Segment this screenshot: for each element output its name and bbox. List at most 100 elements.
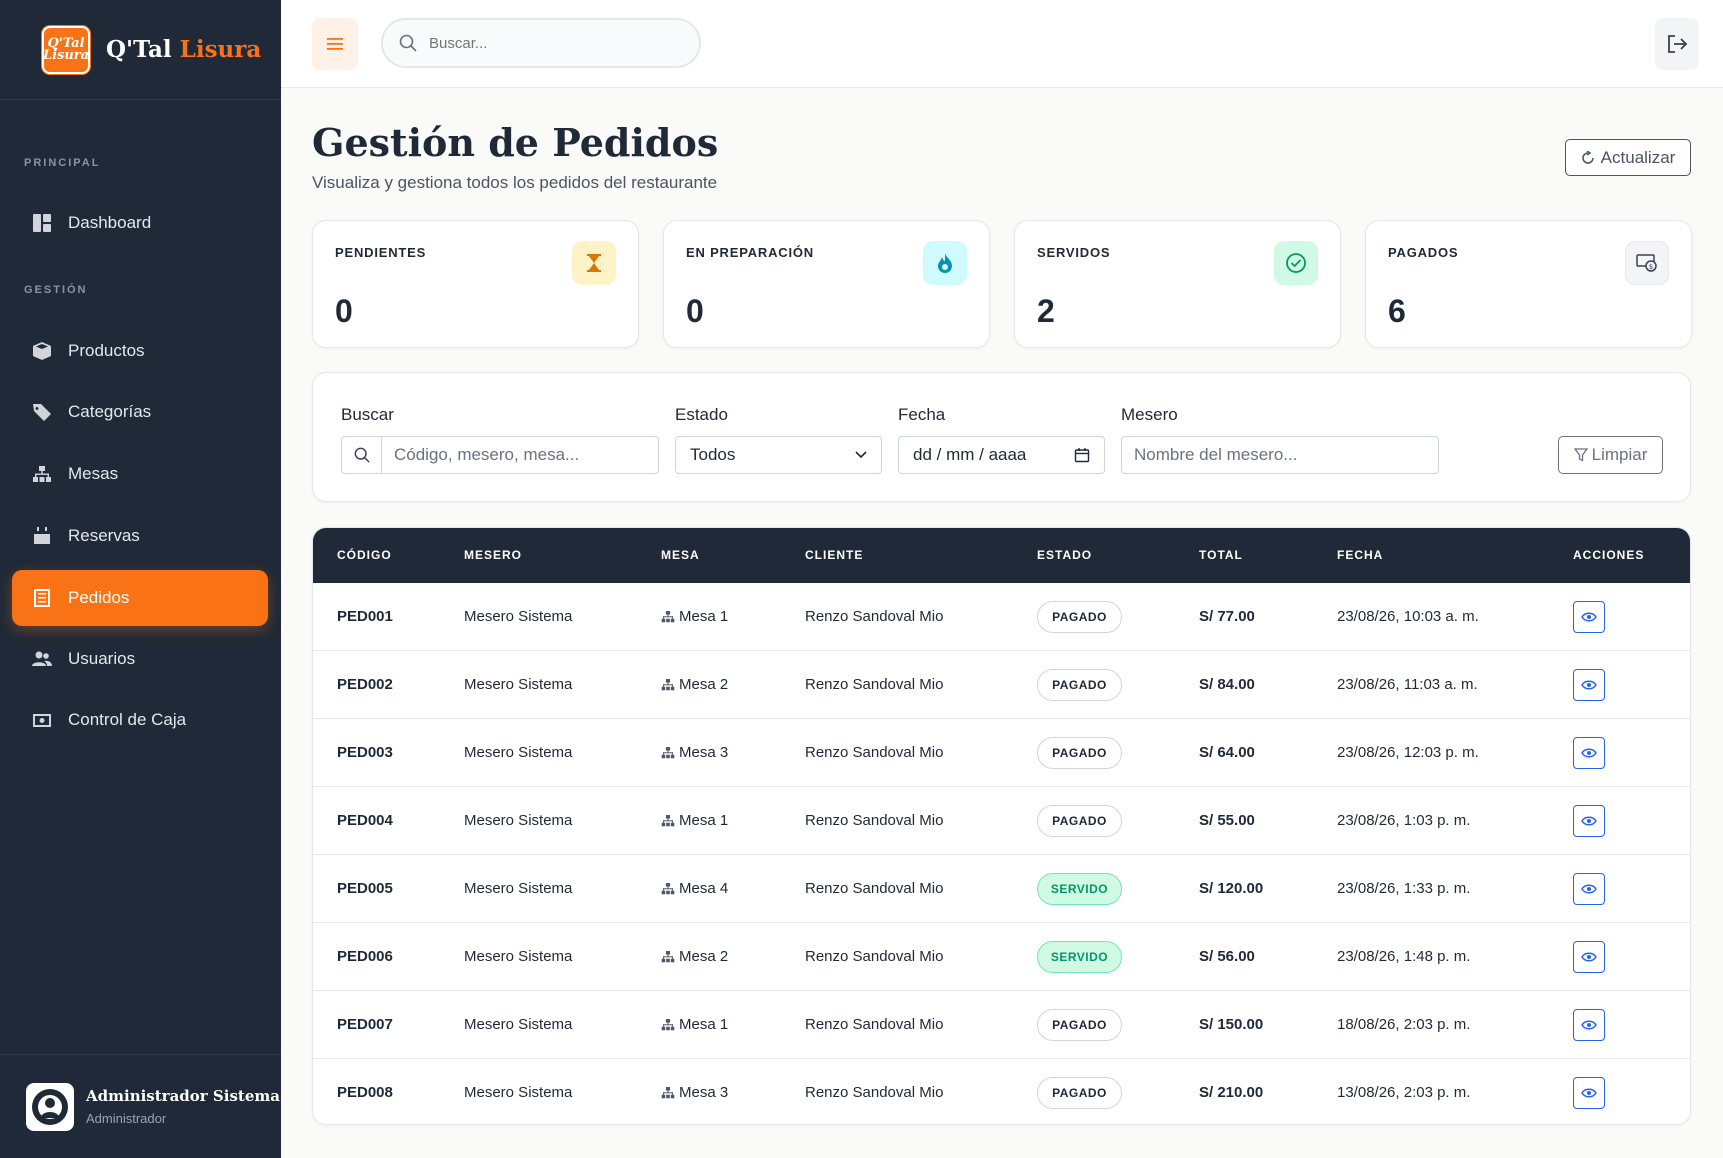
brand-name: Q'Tal Lisura	[106, 36, 261, 63]
cell-total: S/ 56.00	[1199, 948, 1255, 965]
filter-search-label: Buscar	[341, 405, 394, 424]
global-search-input[interactable]	[429, 34, 669, 52]
view-order-button[interactable]	[1573, 1077, 1605, 1109]
sitemap-icon	[661, 951, 675, 963]
cell-mesa-label: Mesa 3	[679, 744, 729, 761]
cell-mesero: Mesero Sistema	[464, 1084, 573, 1101]
filter-search-field[interactable]: Código, mesero, mesa...	[341, 436, 659, 474]
cell-mesero: Mesero Sistema	[464, 948, 573, 965]
eye-icon	[1581, 1088, 1597, 1098]
status-badge: PAGADO	[1037, 669, 1122, 701]
cell-total: S/ 120.00	[1199, 880, 1264, 897]
status-badge: PAGADO	[1037, 601, 1122, 633]
section-label-principal: PRINCIPAL	[24, 157, 101, 169]
status-badge: PAGADO	[1037, 1077, 1122, 1109]
filter-fecha-input[interactable]: dd / mm / aaaa	[898, 436, 1105, 474]
cell-mesa-label: Mesa 3	[679, 1084, 729, 1101]
sidebar-item-categorias[interactable]: Categorías	[12, 384, 268, 440]
sidebar-item-reservas[interactable]: Reservas	[12, 508, 268, 564]
stat-card-pendientes: PENDIENTES 0	[312, 220, 639, 348]
eye-icon	[1581, 748, 1597, 758]
table-row[interactable]: PED007 Mesero Sistema Mesa 1 Renzo Sando…	[313, 991, 1690, 1059]
table-row[interactable]: PED004 Mesero Sistema Mesa 1 Renzo Sando…	[313, 787, 1690, 855]
cell-total: S/ 77.00	[1199, 608, 1255, 625]
cell-mesero: Mesero Sistema	[464, 812, 573, 829]
page-subtitle: Visualiza y gestiona todos los pedidos d…	[312, 173, 718, 192]
eye-icon	[1581, 884, 1597, 894]
cell-cliente: Renzo Sandoval Mio	[805, 676, 944, 693]
sidebar-item-label: Usuarios	[68, 649, 136, 668]
cell-cliente: Renzo Sandoval Mio	[805, 1084, 944, 1101]
sidebar-item-label: Control de Caja	[68, 710, 187, 729]
view-order-button[interactable]	[1573, 805, 1605, 837]
section-label-gestion: GESTIÓN	[24, 284, 88, 296]
th-fecha: FECHA	[1337, 548, 1384, 562]
cell-mesa-label: Mesa 1	[679, 1016, 729, 1033]
logout-button[interactable]	[1655, 18, 1699, 70]
brand[interactable]: Q'Tal Lisura Q'Tal Lisura	[0, 0, 281, 100]
clear-filters-button[interactable]: Limpiar	[1558, 436, 1663, 474]
status-badge: SERVIDO	[1037, 941, 1122, 973]
refresh-button[interactable]: Actualizar	[1565, 139, 1691, 176]
view-order-button[interactable]	[1573, 601, 1605, 633]
box-icon	[32, 341, 52, 361]
sidebar-item-mesas[interactable]: Mesas	[12, 446, 268, 502]
check-circle-icon	[1274, 241, 1318, 285]
sidebar-item-control-de-caja[interactable]: Control de Caja	[12, 692, 268, 748]
table-row[interactable]: PED001 Mesero Sistema Mesa 1 Renzo Sando…	[313, 583, 1690, 651]
eye-icon	[1581, 680, 1597, 690]
filter-estado-select[interactable]: Todos	[675, 436, 882, 474]
filter-panel: Buscar Código, mesero, mesa... Estado To…	[312, 372, 1691, 502]
view-order-button[interactable]	[1573, 941, 1605, 973]
user-role: Administrador	[86, 1111, 167, 1126]
view-order-button[interactable]	[1573, 669, 1605, 701]
svg-text:$: $	[1649, 263, 1653, 271]
table-row[interactable]: PED008 Mesero Sistema Mesa 3 Renzo Sando…	[313, 1059, 1690, 1124]
sitemap-icon	[661, 815, 675, 827]
cell-mesero: Mesero Sistema	[464, 744, 573, 761]
table-row[interactable]: PED006 Mesero Sistema Mesa 2 Renzo Sando…	[313, 923, 1690, 991]
hamburger-icon	[327, 38, 343, 50]
cell-cliente: Renzo Sandoval Mio	[805, 744, 944, 761]
money-icon: $	[1625, 241, 1669, 285]
cell-cliente: Renzo Sandoval Mio	[805, 608, 944, 625]
cell-total: S/ 150.00	[1199, 1016, 1264, 1033]
filter-mesero-input[interactable]: Nombre del mesero...	[1121, 436, 1439, 474]
cell-mesa: Mesa 1	[661, 608, 728, 625]
sidebar-item-pedidos[interactable]: Pedidos	[12, 570, 268, 626]
view-order-button[interactable]	[1573, 873, 1605, 905]
sitemap-icon	[661, 747, 675, 759]
cell-fecha: 23/08/26, 1:33 p. m.	[1337, 880, 1471, 897]
cell-fecha: 23/08/26, 1:03 p. m.	[1337, 812, 1471, 829]
view-order-button[interactable]	[1573, 1009, 1605, 1041]
stat-label: PENDIENTES	[335, 245, 427, 260]
table-row[interactable]: PED005 Mesero Sistema Mesa 4 Renzo Sando…	[313, 855, 1690, 923]
menu-toggle-button[interactable]	[312, 18, 358, 70]
global-search[interactable]	[381, 18, 701, 68]
cell-codigo: PED008	[337, 1084, 393, 1101]
table-row[interactable]: PED002 Mesero Sistema Mesa 2 Renzo Sando…	[313, 651, 1690, 719]
clear-filters-label: Limpiar	[1591, 445, 1648, 464]
stat-value: 0	[686, 293, 704, 329]
view-order-button[interactable]	[1573, 737, 1605, 769]
th-total: TOTAL	[1199, 548, 1243, 562]
user-profile[interactable]: Administrador Sistema Administrador	[0, 1054, 281, 1158]
sidebar-item-dashboard[interactable]: Dashboard	[12, 195, 268, 251]
cell-mesa: Mesa 2	[661, 676, 728, 693]
sidebar-item-usuarios[interactable]: Usuarios	[12, 631, 268, 687]
cell-cliente: Renzo Sandoval Mio	[805, 1016, 944, 1033]
table-row[interactable]: PED003 Mesero Sistema Mesa 3 Renzo Sando…	[313, 719, 1690, 787]
filter-fecha-placeholder: dd / mm / aaaa	[913, 445, 1027, 464]
sidebar-item-productos[interactable]: Productos	[12, 323, 268, 379]
users-icon	[32, 649, 52, 669]
cell-fecha: 23/08/26, 1:48 p. m.	[1337, 948, 1471, 965]
th-cliente: CLIENTE	[805, 548, 864, 562]
brand-logo: Q'Tal Lisura	[42, 25, 90, 74]
brand-name-main: Q'Tal	[106, 36, 172, 63]
calendar-icon[interactable]	[1074, 447, 1090, 463]
cell-cliente: Renzo Sandoval Mio	[805, 812, 944, 829]
stat-value: 2	[1037, 293, 1055, 329]
cell-mesero: Mesero Sistema	[464, 880, 573, 897]
cell-mesa: Mesa 1	[661, 1016, 728, 1033]
stat-card-en-preparacion: EN PREPARACIÓN 0	[663, 220, 990, 348]
